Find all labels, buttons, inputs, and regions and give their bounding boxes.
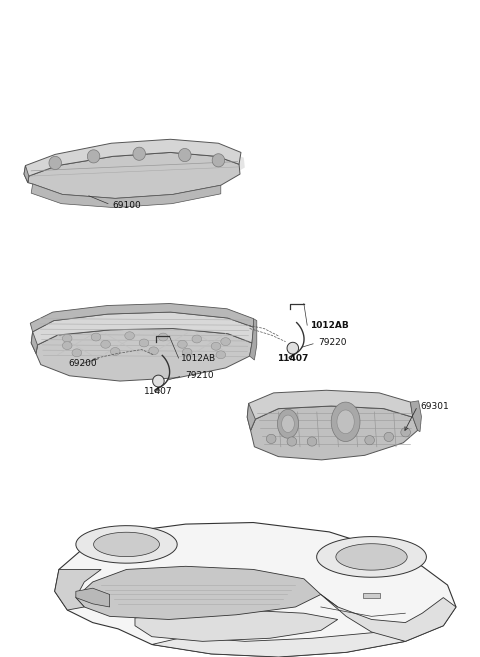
Text: 79210: 79210 (185, 371, 214, 380)
Polygon shape (331, 402, 360, 442)
Polygon shape (153, 375, 164, 387)
Polygon shape (307, 437, 317, 446)
Polygon shape (125, 332, 134, 340)
Polygon shape (91, 333, 101, 341)
Polygon shape (365, 436, 374, 445)
Polygon shape (337, 410, 354, 434)
Polygon shape (247, 390, 413, 430)
Polygon shape (135, 610, 338, 641)
Text: 11407: 11407 (144, 386, 173, 396)
Polygon shape (251, 406, 418, 460)
Polygon shape (287, 437, 297, 446)
Polygon shape (401, 428, 410, 437)
Text: 1012AB: 1012AB (181, 353, 216, 363)
Polygon shape (62, 342, 72, 350)
Polygon shape (321, 595, 456, 641)
Text: 69100: 69100 (112, 201, 141, 210)
Polygon shape (282, 415, 294, 432)
Polygon shape (266, 434, 276, 443)
Polygon shape (72, 349, 82, 357)
Polygon shape (41, 321, 257, 373)
Polygon shape (179, 148, 191, 162)
Polygon shape (101, 340, 110, 348)
Text: 11407: 11407 (277, 353, 309, 363)
Polygon shape (31, 332, 37, 353)
Polygon shape (216, 351, 226, 359)
Polygon shape (62, 334, 72, 342)
Text: 1012AB: 1012AB (310, 321, 348, 330)
Polygon shape (336, 544, 407, 570)
Polygon shape (24, 139, 241, 183)
Polygon shape (36, 328, 252, 381)
Polygon shape (55, 570, 101, 610)
Polygon shape (212, 154, 225, 167)
Text: 69301: 69301 (420, 401, 449, 411)
Polygon shape (139, 339, 149, 347)
Polygon shape (384, 432, 394, 442)
Polygon shape (250, 319, 257, 360)
Polygon shape (149, 347, 158, 355)
Polygon shape (33, 146, 245, 192)
Polygon shape (211, 342, 221, 350)
Polygon shape (49, 156, 61, 170)
Polygon shape (94, 532, 159, 556)
Polygon shape (76, 566, 321, 620)
Polygon shape (178, 340, 187, 348)
Polygon shape (30, 304, 253, 332)
Polygon shape (182, 348, 192, 356)
Polygon shape (410, 401, 421, 432)
Polygon shape (192, 335, 202, 343)
Polygon shape (287, 342, 299, 354)
Text: 69200: 69200 (69, 359, 97, 368)
Polygon shape (76, 588, 109, 607)
Polygon shape (55, 522, 456, 657)
Polygon shape (110, 348, 120, 355)
Polygon shape (277, 409, 299, 438)
Polygon shape (152, 632, 405, 657)
Polygon shape (317, 537, 426, 578)
Polygon shape (76, 526, 177, 563)
Polygon shape (28, 152, 240, 198)
Polygon shape (221, 338, 230, 346)
Polygon shape (31, 312, 253, 353)
Polygon shape (254, 399, 421, 453)
Polygon shape (133, 147, 145, 160)
Polygon shape (363, 593, 380, 598)
Polygon shape (31, 184, 221, 208)
Polygon shape (87, 150, 100, 163)
Polygon shape (158, 333, 168, 341)
Text: 79220: 79220 (318, 338, 347, 348)
Polygon shape (24, 166, 29, 183)
Polygon shape (247, 403, 255, 430)
